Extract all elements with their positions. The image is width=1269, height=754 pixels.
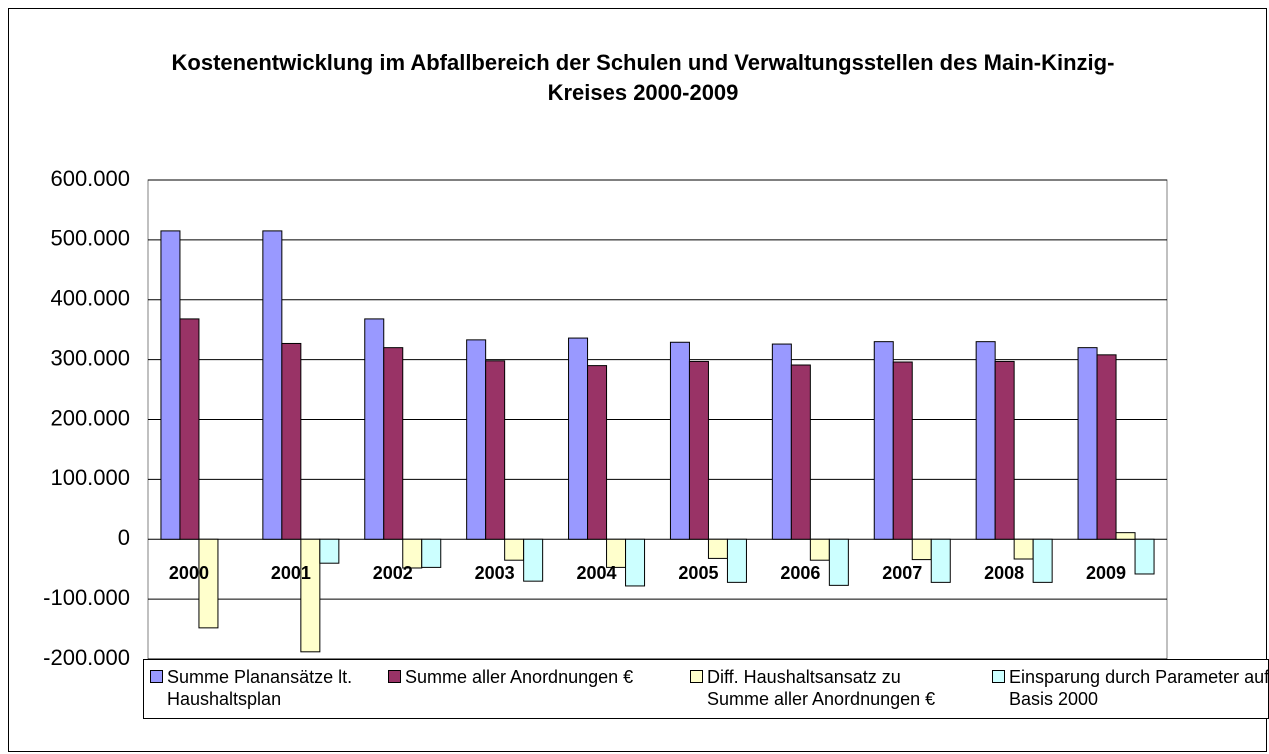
bar	[930, 538, 951, 583]
y-tick-label: -200.000	[43, 645, 130, 670]
x-tick-label: 2001	[271, 563, 311, 583]
x-tick-label: 2003	[475, 563, 515, 583]
bar	[1032, 538, 1053, 583]
legend-swatch	[992, 670, 1005, 683]
bar	[809, 538, 830, 561]
bar	[828, 538, 849, 586]
bar	[466, 339, 487, 540]
x-tick-label: 2004	[577, 563, 617, 583]
bar	[179, 318, 200, 540]
bar	[1134, 538, 1155, 575]
bar	[568, 337, 589, 540]
bar	[994, 360, 1015, 540]
bar	[669, 341, 690, 540]
y-tick-label: 0	[118, 525, 130, 550]
chart-frame	[8, 8, 1267, 752]
bar	[364, 318, 385, 540]
bar	[523, 538, 544, 582]
bar	[300, 538, 321, 653]
legend-label: Einsparung durch Parameter auf Basis 200…	[1009, 667, 1269, 709]
x-tick-label: 2008	[984, 563, 1024, 583]
legend-label: Diff. Haushaltsansatz zu Summe aller Ano…	[707, 667, 936, 709]
bar	[1077, 347, 1098, 540]
bar	[790, 364, 811, 540]
bar	[262, 230, 283, 540]
bar	[707, 538, 728, 559]
legend-label: Summe Planansätze lt. Haushaltsplan	[167, 667, 353, 709]
y-tick-label: 400.000	[50, 286, 130, 311]
y-tick-label: 600.000	[50, 166, 130, 191]
bar	[504, 538, 525, 561]
bar	[873, 341, 894, 540]
bar	[485, 360, 506, 540]
y-tick-label: 300.000	[50, 345, 130, 370]
y-tick-label: -100.000	[43, 585, 130, 610]
bar	[198, 538, 219, 629]
x-tick-label: 2002	[373, 563, 413, 583]
legend-swatch	[690, 670, 703, 683]
bar	[688, 360, 709, 540]
bar	[587, 365, 608, 540]
bar	[319, 538, 340, 564]
legend-swatch	[388, 670, 401, 683]
bar	[1115, 532, 1136, 540]
bar	[421, 538, 442, 568]
y-tick-label: 100.000	[50, 465, 130, 490]
bar	[911, 538, 932, 561]
y-tick-label: 500.000	[50, 226, 130, 251]
bar	[160, 230, 181, 540]
legend-swatch	[150, 670, 163, 683]
bar	[1096, 354, 1117, 540]
x-tick-label: 2000	[169, 563, 209, 583]
x-tick-label: 2009	[1086, 563, 1126, 583]
bar	[383, 347, 404, 540]
bar	[625, 538, 646, 587]
x-tick-label: 2005	[678, 563, 718, 583]
x-tick-label: 2006	[780, 563, 820, 583]
bar	[281, 342, 302, 540]
chart-title: Kostenentwicklung im Abfallbereich der S…	[171, 50, 1115, 105]
bar	[726, 538, 747, 583]
legend: Summe Planansätze lt. Haushaltsplan Summe…	[143, 659, 1269, 719]
bar	[892, 361, 913, 540]
bar	[771, 343, 792, 540]
bar	[975, 341, 996, 540]
bar	[1013, 538, 1034, 560]
y-tick-label: 200.000	[50, 405, 130, 430]
x-tick-label: 2007	[882, 563, 922, 583]
legend-label: Summe aller Anordnungen €	[405, 667, 634, 687]
